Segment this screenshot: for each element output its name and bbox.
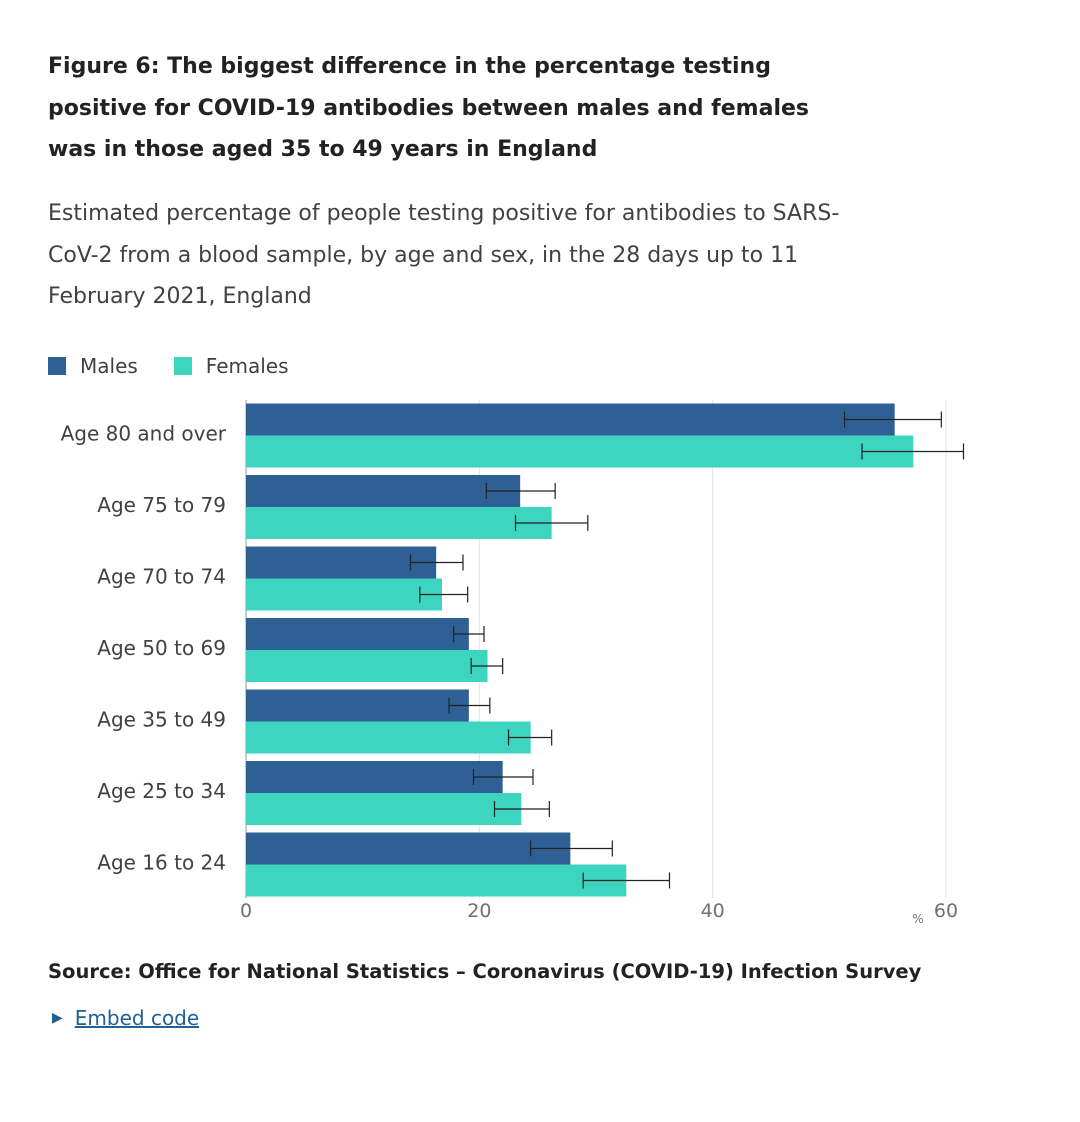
legend-item-males: Males xyxy=(48,354,138,378)
chart-title: Figure 6: The biggest difference in the … xyxy=(48,54,809,162)
bar-males-0 xyxy=(246,403,895,436)
legend-swatch-males xyxy=(48,357,66,375)
x-tick-label-20: 20 xyxy=(467,900,491,922)
category-label-1: Age 75 to 79 xyxy=(97,493,226,517)
bar-males-1 xyxy=(246,475,521,507)
bar-males-4 xyxy=(246,689,469,722)
legend-label-males: Males xyxy=(80,354,138,378)
bar-females-4 xyxy=(246,721,531,754)
category-label-3: Age 50 to 69 xyxy=(97,636,226,660)
x-tick-label-40: 40 xyxy=(701,900,725,922)
legend-item-females: Females xyxy=(173,354,289,378)
category-label-0: Age 80 and over xyxy=(61,422,227,446)
bar-males-3 xyxy=(246,618,469,650)
legend-swatch-females xyxy=(173,357,192,375)
bar-females-5 xyxy=(246,793,522,825)
embed-code-toggle[interactable]: ▶ Embed code xyxy=(52,1006,199,1030)
bar-chart: 0 20 40 60% Age 80 and over Age 75 to 79 Age 7… xyxy=(61,400,965,926)
embed-code-link[interactable]: Embed code xyxy=(74,1006,200,1030)
category-label-2: Age 70 to 74 xyxy=(97,565,226,589)
category-label-6: Age 16 to 24 xyxy=(97,851,226,875)
x-axis-unit-label: % xyxy=(912,912,923,926)
bar-females-2 xyxy=(246,578,442,611)
bar-males-5 xyxy=(246,761,503,793)
x-tick-label-60: 60 xyxy=(934,900,958,922)
category-label-4: Age 35 to 49 xyxy=(97,708,226,732)
source-note: Source: Office for National Statistics –… xyxy=(48,960,922,983)
x-tick-label-0: 0 xyxy=(240,900,252,922)
bar-males-6 xyxy=(246,832,571,865)
category-label-5: Age 25 to 34 xyxy=(97,779,226,803)
bar-males-2 xyxy=(246,546,437,579)
bar-females-6 xyxy=(246,864,627,897)
bar-females-0 xyxy=(246,435,914,468)
legend-label-females: Females xyxy=(205,354,289,378)
bar-females-1 xyxy=(246,507,552,539)
bar-females-3 xyxy=(246,650,488,682)
legend: Males Females xyxy=(48,354,325,378)
triangle-right-icon: ▶ xyxy=(52,1010,63,1026)
chart-subtitle: Estimated percentage of people testing p… xyxy=(48,201,840,309)
